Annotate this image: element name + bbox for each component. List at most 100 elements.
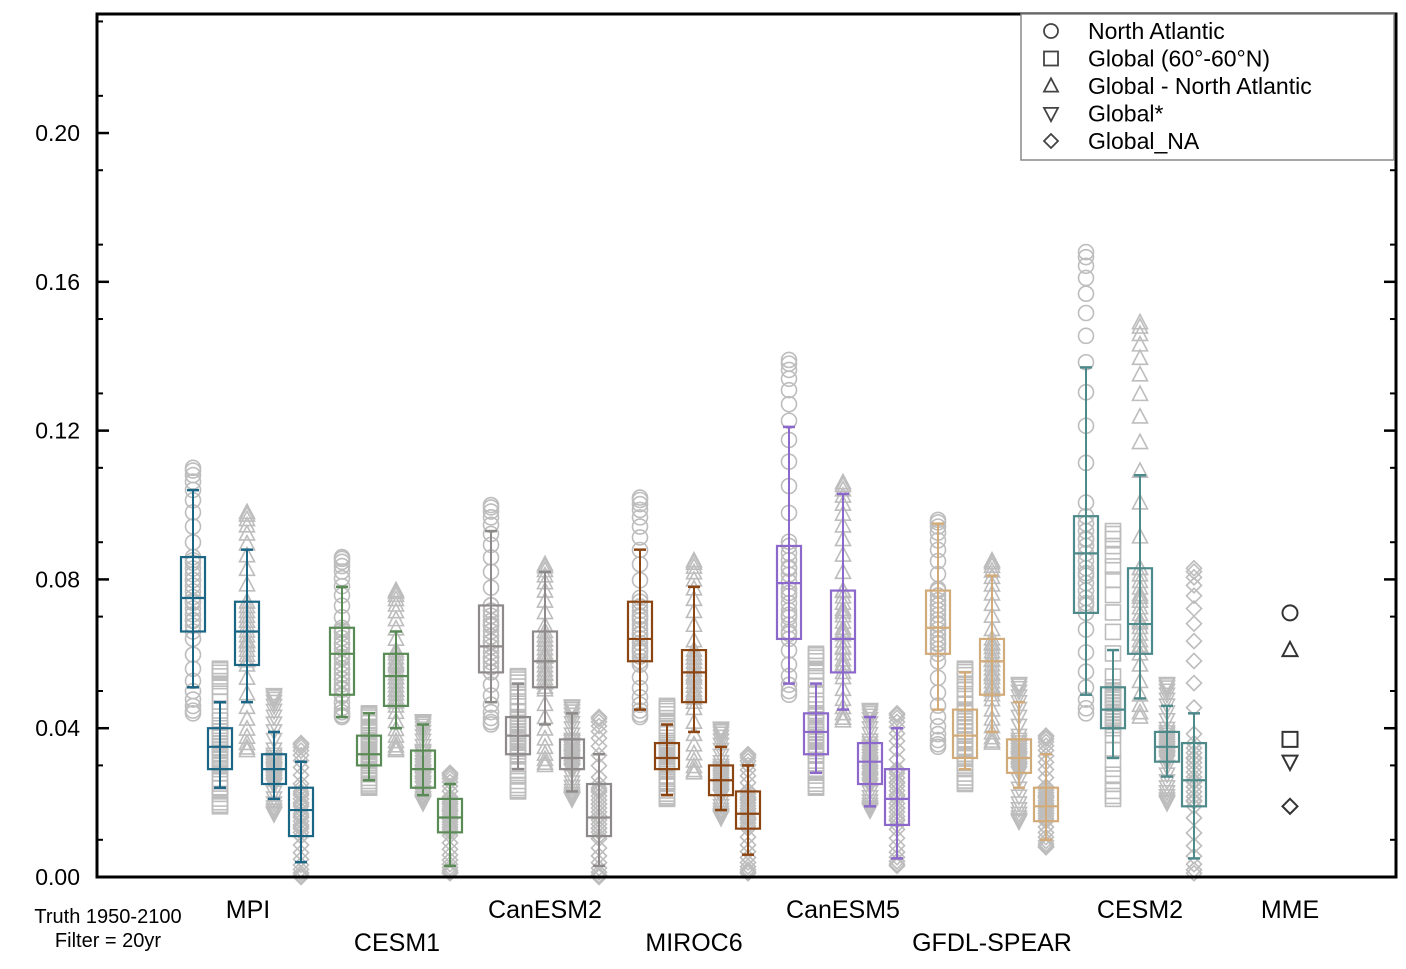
ensemble-point xyxy=(1185,652,1203,670)
ensemble-point xyxy=(590,710,608,728)
box xyxy=(1072,515,1100,614)
ensemble-point xyxy=(1037,728,1055,746)
ensemble-point xyxy=(834,475,852,493)
ensemble-point xyxy=(631,518,649,535)
y-tick-label: 0.12 xyxy=(35,418,80,444)
ensemble-point xyxy=(1185,632,1203,650)
ensemble-point xyxy=(739,864,757,882)
ensemble-point xyxy=(211,660,229,677)
ensemble-point xyxy=(1185,576,1203,595)
ensemble-point xyxy=(780,355,798,372)
box xyxy=(924,589,952,655)
ensemble-point xyxy=(1185,855,1203,873)
box xyxy=(951,708,979,760)
ensemble-point xyxy=(590,729,608,747)
ensemble-point xyxy=(685,743,703,761)
ensemble-point xyxy=(1131,317,1149,334)
ensemble-point xyxy=(536,554,554,572)
ensemble-point xyxy=(780,370,798,388)
ensemble-point xyxy=(780,686,798,704)
ensemble-point xyxy=(1010,676,1028,694)
ensemble-point xyxy=(685,756,703,774)
box xyxy=(1099,686,1127,730)
ensemble-point xyxy=(536,737,554,755)
ensemble-point xyxy=(929,725,947,743)
ensemble-point xyxy=(712,733,730,750)
box xyxy=(328,626,356,696)
ensemble-point xyxy=(1037,730,1055,748)
model-label: MIROC6 xyxy=(645,929,742,957)
ensemble-point xyxy=(1131,384,1149,402)
ensemble-point xyxy=(929,718,947,735)
footnote-truth: Truth 1950-2100 xyxy=(34,906,182,928)
mme-point xyxy=(1280,639,1300,658)
ensemble-point xyxy=(1131,364,1149,382)
y-tick-label: 0.00 xyxy=(35,864,80,890)
box xyxy=(1032,786,1060,823)
ensemble-point xyxy=(861,705,879,723)
ensemble-point xyxy=(658,697,676,715)
ensemble-point xyxy=(834,703,852,721)
ensemble-point xyxy=(1131,348,1149,366)
ensemble-point xyxy=(482,713,500,731)
ensemble-point xyxy=(387,609,405,627)
model-label: CanESM5 xyxy=(786,896,900,924)
ensemble-point xyxy=(1185,615,1203,633)
ensemble-point xyxy=(685,553,703,570)
ensemble-point xyxy=(861,711,879,729)
ensemble-point xyxy=(536,728,554,746)
ensemble-point xyxy=(563,701,581,719)
box xyxy=(287,786,315,838)
legend-label: North Atlantic xyxy=(1088,18,1225,44)
ensemble-point xyxy=(1077,257,1095,275)
y-tick-label: 0.08 xyxy=(35,566,80,592)
ensemble-point xyxy=(1010,789,1028,807)
box xyxy=(802,712,830,756)
legend-marker-triangle-down xyxy=(1042,107,1060,124)
model-label: MME xyxy=(1261,896,1319,924)
ensemble-point xyxy=(1185,587,1203,605)
model-label: CanESM2 xyxy=(488,896,602,924)
model-label: GFDL-SPEAR xyxy=(912,929,1072,957)
ensemble-point xyxy=(509,783,527,800)
ensemble-point xyxy=(983,727,1001,745)
ensemble-point xyxy=(184,466,202,484)
mme-point xyxy=(1280,754,1300,773)
legend-marker-diamond xyxy=(1042,132,1060,150)
model-label: MPI xyxy=(226,896,270,924)
ensemble-point xyxy=(265,803,283,821)
ensemble-point xyxy=(1158,792,1176,810)
ensemble-point xyxy=(983,733,1001,750)
legend-label: Global (60°-60°N) xyxy=(1088,46,1270,72)
ensemble-point xyxy=(631,501,649,519)
ensemble-point xyxy=(292,864,310,882)
ensemble-point xyxy=(834,697,852,715)
ensemble-point xyxy=(861,702,879,720)
model-label: CESM1 xyxy=(354,929,440,957)
box xyxy=(734,790,762,830)
ensemble-point xyxy=(238,733,256,751)
ensemble-point xyxy=(1077,699,1095,717)
legend-box xyxy=(1020,13,1395,161)
y-tick-label: 0.16 xyxy=(35,269,80,295)
plot-area xyxy=(179,243,1300,886)
ensemble-point xyxy=(631,509,649,526)
ensemble-point xyxy=(712,726,730,744)
ensemble-point xyxy=(739,843,757,861)
legend-label: Global - North Atlantic xyxy=(1088,73,1312,99)
ensemble-point xyxy=(238,709,256,726)
ensemble-point xyxy=(238,523,256,541)
box xyxy=(233,600,261,667)
box xyxy=(653,741,681,771)
ensemble-point xyxy=(685,734,703,752)
ensemble-point xyxy=(387,731,405,749)
box xyxy=(355,734,383,767)
ensemble-point xyxy=(1185,562,1203,581)
footnote: Truth 1950-2100 Filter = 20yr xyxy=(8,905,208,953)
ensemble-point xyxy=(631,529,649,546)
ensemble-point xyxy=(1037,727,1055,745)
box xyxy=(477,604,505,674)
ensemble-point xyxy=(414,713,432,731)
ensemble-point xyxy=(1077,285,1095,302)
